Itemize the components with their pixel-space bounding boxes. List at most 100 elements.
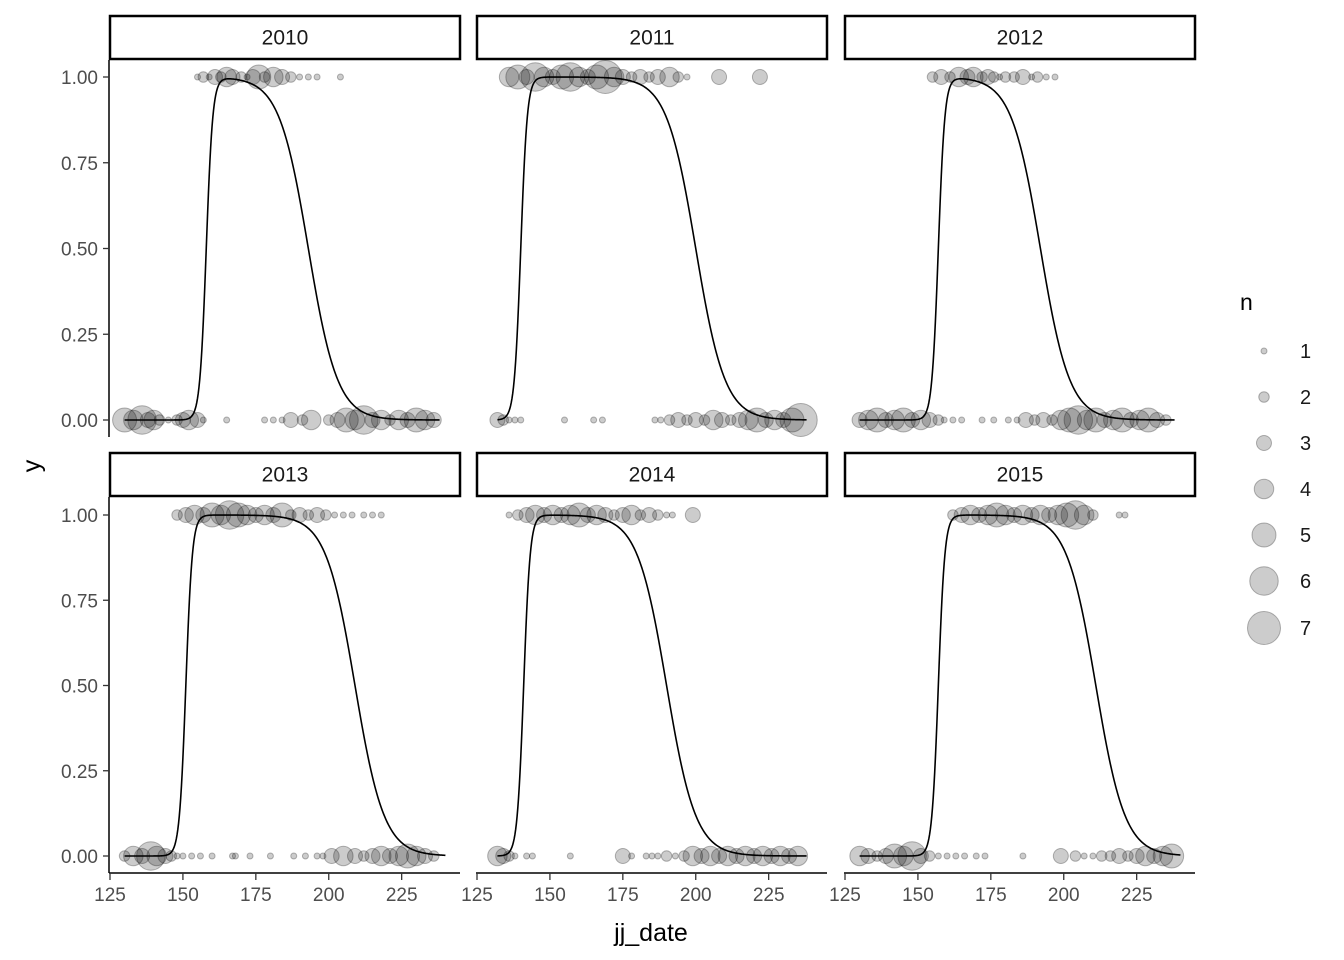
data-point	[528, 852, 536, 860]
data-point	[1076, 409, 1098, 431]
data-point	[684, 507, 701, 523]
x-tick-label: 175	[975, 885, 1007, 906]
data-point	[943, 852, 951, 860]
data-point	[1111, 848, 1128, 864]
data-point	[301, 852, 309, 860]
data-point	[1121, 511, 1129, 519]
data-point	[641, 507, 658, 523]
data-point	[952, 852, 960, 860]
data-point	[972, 852, 980, 860]
data-point	[349, 405, 379, 435]
legend-label: 3	[1300, 433, 1311, 455]
fitted-curve-2010	[124, 77, 440, 421]
data-point	[672, 71, 684, 83]
fitted-curve-2012	[859, 77, 1175, 421]
data-point	[246, 852, 254, 860]
data-point	[579, 507, 596, 523]
y-tick-label: 0.00	[61, 411, 98, 432]
data-point	[197, 71, 210, 83]
data-point	[313, 852, 321, 860]
y-tick-label: 0.50	[61, 240, 98, 261]
data-point	[1052, 848, 1069, 864]
data-point	[648, 852, 656, 860]
data-point	[194, 73, 201, 81]
data-point	[177, 507, 194, 523]
data-point	[1028, 73, 1036, 81]
data-point	[364, 848, 381, 864]
data-point	[999, 71, 1012, 83]
data-point	[269, 502, 295, 528]
data-point	[703, 409, 724, 431]
data-point	[179, 852, 187, 860]
data-point	[1103, 409, 1124, 431]
data-point	[319, 852, 327, 860]
x-tick-label: 150	[167, 885, 199, 906]
data-point	[1159, 843, 1185, 869]
legend-key-4	[1253, 478, 1275, 500]
data-point	[304, 73, 312, 81]
data-point	[717, 845, 739, 867]
data-point	[171, 509, 183, 521]
x-tick-label: 175	[607, 885, 639, 906]
data-point	[979, 69, 996, 85]
data-point	[566, 852, 574, 860]
data-point	[489, 412, 506, 428]
data-point	[224, 69, 241, 85]
facet-strip-2011	[475, 14, 829, 61]
panel-2011: 2011	[475, 14, 829, 437]
data-point	[958, 416, 966, 424]
legend-key-2	[1258, 391, 1270, 403]
data-point	[926, 71, 939, 83]
data-point	[1012, 504, 1034, 526]
data-point	[1014, 69, 1031, 85]
fitted-curve-2014	[497, 514, 807, 857]
data-point	[229, 852, 236, 860]
legend-label: 1	[1300, 341, 1311, 363]
legend-title: n	[1240, 289, 1253, 315]
data-point	[1041, 507, 1058, 523]
data-point	[329, 412, 346, 428]
data-point	[1051, 73, 1059, 81]
data-point	[981, 852, 989, 860]
fitted-curve-2011	[497, 76, 807, 421]
data-point	[1008, 71, 1020, 83]
legend-label: 4	[1300, 479, 1311, 501]
data-point	[663, 511, 671, 519]
data-point	[1104, 850, 1117, 862]
data-point	[428, 850, 440, 862]
x-tick-label: 200	[1048, 885, 1080, 906]
data-point	[1095, 850, 1108, 862]
data-point	[1122, 850, 1134, 862]
data-point	[1013, 416, 1021, 424]
data-point	[285, 71, 297, 83]
data-point	[285, 509, 297, 521]
data-point	[651, 416, 659, 424]
data-point	[693, 848, 710, 864]
x-axis-title: jj_date	[613, 919, 688, 947]
data-point	[711, 69, 728, 85]
data-point	[323, 848, 340, 864]
data-point	[263, 66, 284, 88]
data-point	[505, 416, 513, 424]
data-point	[1035, 412, 1052, 428]
data-point	[377, 511, 385, 519]
data-point	[1028, 414, 1041, 426]
facet-strip-2012	[843, 14, 1197, 61]
data-point	[336, 73, 344, 81]
x-tick-label: 225	[386, 885, 418, 906]
data-point	[687, 412, 704, 428]
data-point	[934, 852, 942, 860]
data-point	[296, 73, 304, 81]
data-point	[988, 71, 1000, 83]
data-point	[921, 412, 938, 428]
data-point	[590, 416, 598, 424]
data-point	[614, 848, 631, 864]
data-point	[388, 845, 409, 867]
y-tick-label: 0.00	[61, 847, 98, 868]
data-point	[339, 511, 347, 519]
data-point	[1060, 500, 1091, 530]
data-point	[266, 852, 274, 860]
data-point	[1063, 405, 1094, 435]
legend-key-7	[1247, 611, 1281, 645]
data-point	[948, 66, 969, 88]
